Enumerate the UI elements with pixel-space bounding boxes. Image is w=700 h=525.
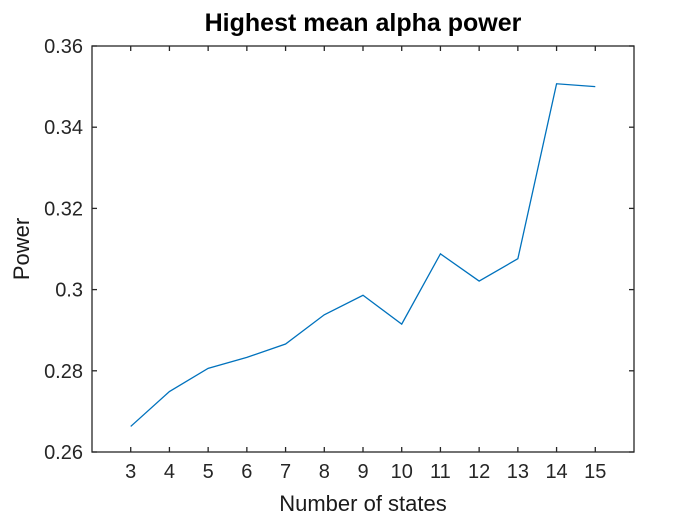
- chart-title: Highest mean alpha power: [205, 9, 522, 37]
- x-tick-label: 10: [391, 461, 413, 483]
- y-tick-label: 0.34: [44, 117, 83, 139]
- x-tick-label: 6: [241, 461, 252, 483]
- x-tick-label: 13: [507, 461, 529, 483]
- x-tick-label: 5: [203, 461, 214, 483]
- plot-area: 3 4 5 6 7 8 9 10 11 12 13 14 15 0.26 0.28 0.3 0.32 0.34 0.…: [44, 36, 635, 483]
- y-tick-label: 0.28: [44, 361, 83, 383]
- x-tick-label: 9: [357, 461, 368, 483]
- x-tick-label: 8: [319, 461, 330, 483]
- axes-box: [91, 45, 635, 453]
- y-tick-label: 0.36: [44, 36, 83, 58]
- y-tick-label: 0.32: [44, 198, 83, 220]
- x-tick-label: 11: [430, 461, 451, 483]
- y-tick-label: 0.3: [55, 280, 83, 302]
- y-tick-label: 0.26: [44, 442, 83, 464]
- x-tick-label: 4: [164, 461, 175, 483]
- x-tick-label: 7: [280, 461, 291, 483]
- data-line: [130, 83, 596, 427]
- y-axis-label: Power: [9, 218, 34, 280]
- x-axis-label: Number of states: [279, 491, 447, 516]
- x-tick-label: 14: [545, 461, 567, 483]
- x-tick-label: 15: [584, 461, 606, 483]
- x-tick-label: 12: [468, 461, 490, 483]
- x-tick-label: 3: [125, 461, 136, 483]
